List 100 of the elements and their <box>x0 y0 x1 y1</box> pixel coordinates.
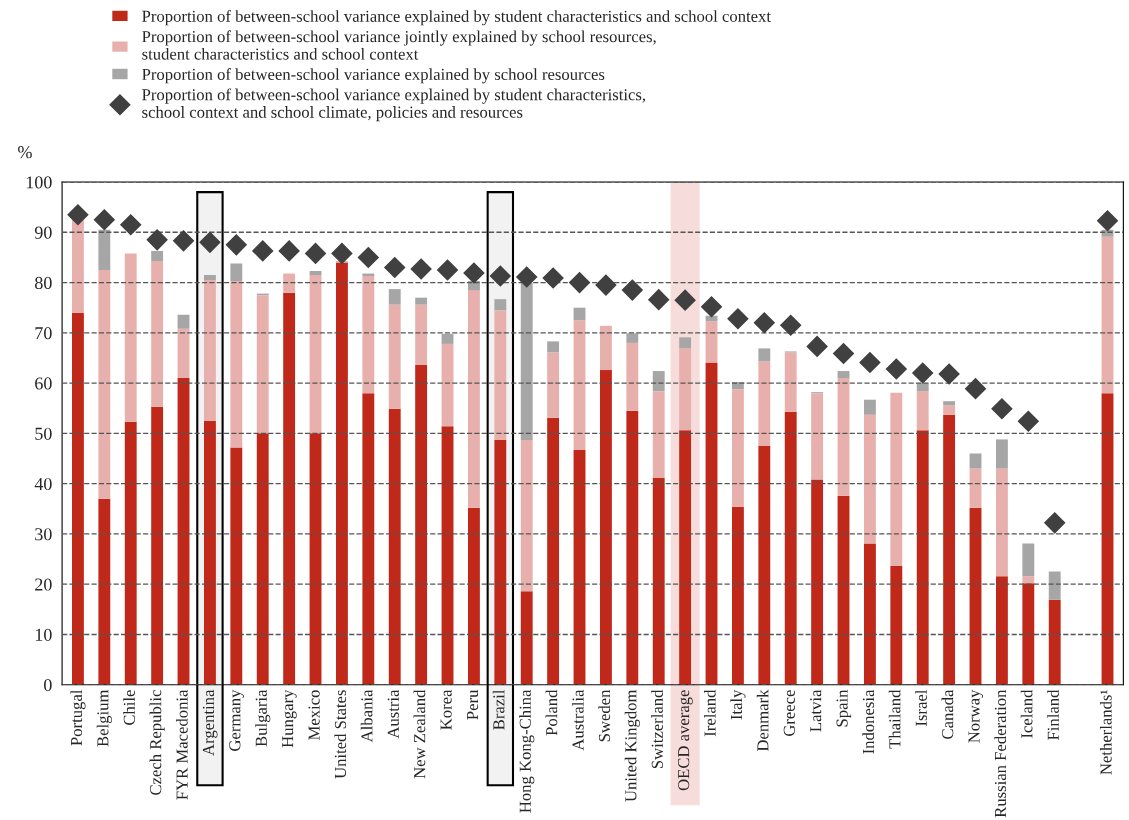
y-tick-label: 60 <box>35 377 52 390</box>
bar <box>863 543 876 685</box>
bar <box>573 320 586 450</box>
bar <box>309 271 322 276</box>
bar <box>1022 543 1035 577</box>
point <box>859 351 881 374</box>
bar <box>995 439 1008 469</box>
bar <box>863 399 876 415</box>
bar <box>863 414 876 544</box>
bar <box>758 348 771 362</box>
bar <box>758 361 771 446</box>
point <box>885 358 907 380</box>
bar <box>943 401 956 406</box>
x-tick-label: FYR Macedonia <box>175 689 188 800</box>
point <box>938 363 960 385</box>
legend-label: Proportion of between-school variance explained by student characteristics and school context <box>142 10 771 26</box>
point <box>1096 210 1119 232</box>
bar <box>441 426 454 685</box>
bar <box>1101 393 1114 685</box>
point <box>912 362 934 384</box>
bar <box>388 304 401 409</box>
point <box>278 240 300 262</box>
bar <box>969 507 982 685</box>
bar <box>626 342 639 411</box>
x-tick-label: New Zealand <box>413 689 426 779</box>
x-tick-label: Thailand <box>888 689 901 749</box>
point <box>780 314 802 336</box>
point <box>384 256 406 279</box>
point <box>225 234 247 256</box>
bar <box>599 325 612 371</box>
x-tick-label: Poland <box>545 689 558 736</box>
bar <box>388 408 401 685</box>
bar <box>1048 571 1061 600</box>
x-tick-label: Peru <box>467 689 479 720</box>
bar <box>467 290 480 508</box>
point <box>674 289 696 311</box>
x-tick-label: Mexico <box>308 690 320 740</box>
x-tick-label: Brazil <box>492 689 505 730</box>
x-tick-label: Bulgaria <box>255 689 271 747</box>
bar <box>758 445 771 685</box>
x-tick-label: United Kingdom <box>624 689 640 802</box>
legend-label: Proportion of between-school variance jointly explained by school resources, student characteristics and school context <box>142 30 656 60</box>
point <box>146 229 168 251</box>
x-tick-label: Italy <box>730 689 746 720</box>
bar <box>230 281 243 448</box>
bar <box>731 506 744 685</box>
bar <box>494 439 507 685</box>
point <box>463 262 485 284</box>
bar <box>71 219 84 313</box>
bar <box>890 392 903 567</box>
x-tick-label: Norway <box>968 689 984 743</box>
bar <box>626 410 639 685</box>
bar <box>520 439 533 592</box>
bar <box>256 433 269 685</box>
bar <box>467 507 480 685</box>
y-tick-label: 40 <box>34 477 52 491</box>
point <box>621 279 643 301</box>
bar <box>230 447 243 685</box>
point <box>252 240 274 262</box>
bar <box>784 352 797 412</box>
point <box>806 335 828 357</box>
point <box>410 258 432 280</box>
bar <box>995 576 1008 685</box>
bar <box>203 275 216 281</box>
x-tick-label: Greece <box>783 690 795 737</box>
x-tick-label: Korea <box>440 689 452 730</box>
bar <box>441 343 454 427</box>
bar <box>652 371 665 392</box>
point <box>965 378 987 400</box>
bar <box>520 283 533 440</box>
x-tick-label: United States <box>334 690 347 779</box>
y-tick-label: 100 <box>26 176 52 189</box>
bar <box>811 393 824 480</box>
bar <box>203 420 216 685</box>
bar <box>388 289 401 305</box>
bar <box>679 337 692 349</box>
point <box>173 230 195 252</box>
bar <box>494 310 507 440</box>
point <box>648 289 670 311</box>
bar <box>230 263 243 282</box>
bar <box>441 333 454 344</box>
bar <box>335 262 348 685</box>
point <box>67 204 89 226</box>
bar <box>916 383 929 392</box>
x-tick-label: Netherlands¹ <box>1099 690 1112 775</box>
bar <box>599 370 612 685</box>
x-tick-label: Austria <box>387 689 399 739</box>
bar <box>811 479 824 685</box>
x-tick-label: Portugal <box>70 689 86 746</box>
bar <box>415 297 428 305</box>
x-tick-label: OECD average <box>678 690 693 791</box>
bar <box>177 378 190 685</box>
point <box>199 231 221 253</box>
x-tick-label: Czech Republic <box>149 690 165 795</box>
bar <box>151 406 164 685</box>
point <box>357 246 379 268</box>
bar <box>1022 576 1035 584</box>
bar <box>837 495 850 685</box>
bar <box>71 312 84 685</box>
x-tick-label: Ireland <box>703 689 716 737</box>
